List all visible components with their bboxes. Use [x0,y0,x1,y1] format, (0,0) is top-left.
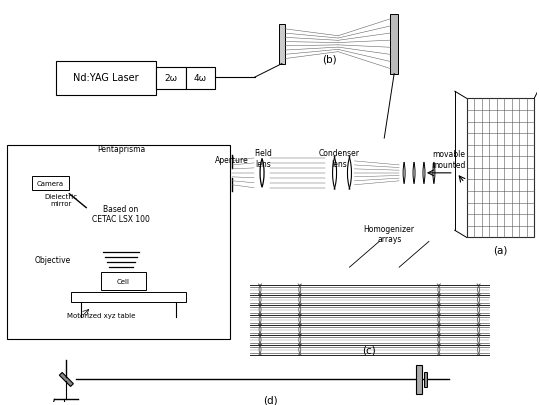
Text: (b): (b) [322,54,337,64]
Text: Motorized xyz table: Motorized xyz table [67,312,135,318]
Bar [57,62,156,96]
Text: Objective: Objective [35,255,71,264]
Text: (c): (c) [362,345,376,355]
Text: 2ω: 2ω [164,74,177,83]
Text: Condenser
lens: Condenser lens [319,149,360,168]
Polygon shape [92,157,124,184]
Bar [71,292,185,302]
Bar [424,372,427,388]
Text: Homogenizer
arrays: Homogenizer arrays [364,224,414,243]
Text: (a): (a) [493,245,508,255]
Bar [32,177,70,190]
Bar [279,25,285,64]
Text: movable
mounted: movable mounted [432,150,466,169]
Bar [390,15,398,75]
Text: Based on
CETAC LSX 100: Based on CETAC LSX 100 [92,205,150,224]
Text: (d): (d) [262,394,277,404]
Bar [467,99,534,238]
Polygon shape [59,373,73,386]
Text: Aperture: Aperture [216,156,249,165]
Text: Camera: Camera [37,180,64,186]
Text: Cell: Cell [116,278,129,284]
Bar [7,146,230,339]
Text: Dielectric
mirror: Dielectric mirror [45,194,78,207]
Bar [156,67,185,90]
Bar [185,67,216,90]
Text: Nd:YAG Laser: Nd:YAG Laser [73,73,139,83]
Bar [101,273,146,290]
Text: Pentaprisma: Pentaprisma [97,144,145,153]
Text: 4ω: 4ω [194,74,207,83]
Bar [416,364,422,394]
Text: Field
lens: Field lens [254,149,272,168]
